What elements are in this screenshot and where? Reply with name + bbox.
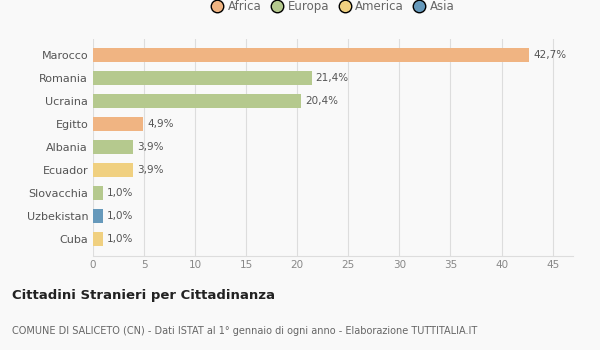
Legend: Africa, Europa, America, Asia: Africa, Europa, America, Asia — [208, 0, 458, 17]
Text: 4,9%: 4,9% — [147, 119, 173, 129]
Bar — [93, 186, 103, 200]
Bar — [93, 232, 103, 246]
Text: 1,0%: 1,0% — [107, 211, 134, 221]
Bar — [93, 117, 143, 131]
Bar — [93, 163, 133, 177]
Text: 3,9%: 3,9% — [137, 142, 163, 152]
Bar — [93, 94, 301, 108]
Bar — [93, 209, 103, 223]
Text: Cittadini Stranieri per Cittadinanza: Cittadini Stranieri per Cittadinanza — [12, 289, 275, 302]
Text: COMUNE DI SALICETO (CN) - Dati ISTAT al 1° gennaio di ogni anno - Elaborazione T: COMUNE DI SALICETO (CN) - Dati ISTAT al … — [12, 326, 477, 336]
Text: 21,4%: 21,4% — [316, 73, 349, 83]
Text: 3,9%: 3,9% — [137, 165, 163, 175]
Text: 1,0%: 1,0% — [107, 188, 134, 198]
Text: 42,7%: 42,7% — [533, 50, 566, 60]
Text: 20,4%: 20,4% — [305, 96, 338, 106]
Bar — [93, 140, 133, 154]
Bar — [93, 71, 311, 85]
Text: 1,0%: 1,0% — [107, 234, 134, 244]
Bar — [93, 48, 529, 62]
